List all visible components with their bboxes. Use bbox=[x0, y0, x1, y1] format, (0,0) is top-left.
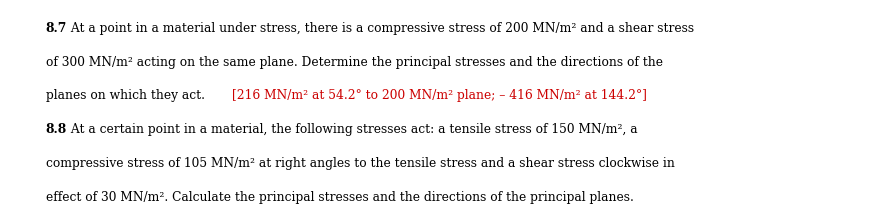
Text: At a point in a material under stress, there is a compressive stress of 200 MN/m: At a point in a material under stress, t… bbox=[67, 22, 694, 35]
Text: compressive stress of 105 MN/m² at right angles to the tensile stress and a shea: compressive stress of 105 MN/m² at right… bbox=[46, 157, 675, 170]
Text: [216 MN/m² at 54.2° to 200 MN/m² plane; – 416 MN/m² at 144.2°]: [216 MN/m² at 54.2° to 200 MN/m² plane; … bbox=[232, 89, 647, 102]
Text: effect of 30 MN/m². Calculate the principal stresses and the directions of the p: effect of 30 MN/m². Calculate the princi… bbox=[46, 191, 633, 204]
Text: 8.7: 8.7 bbox=[46, 22, 67, 35]
Text: At a certain point in a material, the following stresses act: a tensile stress o: At a certain point in a material, the fo… bbox=[67, 123, 638, 136]
Text: planes on which they act.: planes on which they act. bbox=[46, 89, 232, 102]
Text: of 300 MN/m² acting on the same plane. Determine the principal stresses and the : of 300 MN/m² acting on the same plane. D… bbox=[46, 56, 663, 69]
Text: 8.8: 8.8 bbox=[46, 123, 67, 136]
